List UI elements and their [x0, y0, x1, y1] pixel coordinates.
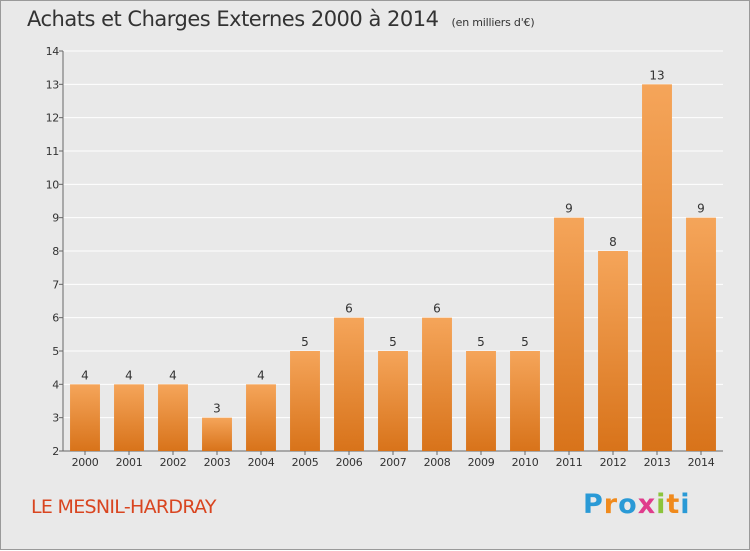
x-tick-label: 2011: [556, 456, 583, 469]
x-tick-label: 2008: [424, 456, 451, 469]
x-tick-label: 2012: [600, 456, 627, 469]
bar-value-label: 4: [257, 368, 265, 382]
y-tick-label: 5: [52, 345, 59, 358]
y-tick-label: 9: [52, 212, 59, 225]
x-tick-label: 2001: [116, 456, 143, 469]
bar: [686, 217, 716, 451]
x-tick-label: 2005: [292, 456, 319, 469]
bars: [70, 84, 716, 451]
chart-subtitle: (en milliers d'€): [451, 16, 535, 29]
bar: [378, 351, 408, 451]
y-tick-label: 8: [52, 245, 59, 258]
bar-value-label: 5: [521, 335, 529, 349]
proxiti-logo: Proxiti: [583, 489, 691, 520]
y-tick-label: 10: [46, 178, 60, 191]
bar: [246, 384, 276, 451]
y-tick-label: 14: [46, 45, 60, 58]
bar: [422, 317, 452, 451]
x-tick-label: 2002: [160, 456, 187, 469]
x-tick-label: 2009: [468, 456, 495, 469]
bar-value-label: 3: [213, 402, 221, 416]
commune-name: LE MESNIL-HARDRAY: [31, 496, 216, 518]
bar-value-label: 4: [81, 368, 89, 382]
bar-value-label: 5: [301, 335, 309, 349]
x-tick-label: 2010: [512, 456, 539, 469]
axes: 2 3 4 5 6 7 8 9 10 11 12 13 14 2000 2001 2002 2003 2004 20…: [46, 45, 723, 469]
x-tick-label: 2006: [336, 456, 363, 469]
y-tick-label: 2: [52, 445, 59, 458]
bar-value-label: 13: [649, 68, 664, 82]
logo-letter: o: [618, 489, 638, 520]
chart-title: Achats et Charges Externes 2000 à 2014: [27, 7, 439, 31]
logo-letter: x: [637, 489, 657, 520]
bar: [598, 251, 628, 451]
x-tick-label: 2003: [204, 456, 231, 469]
chart-header: Achats et Charges Externes 2000 à 2014 (…: [27, 7, 535, 31]
bar: [114, 384, 144, 451]
bar-value-label: 9: [565, 202, 573, 216]
bar-value-label: 8: [609, 235, 617, 249]
y-tick-label: 3: [52, 412, 59, 425]
bar-value-label: 5: [389, 335, 397, 349]
bar: [510, 351, 540, 451]
logo-letter: P: [583, 489, 604, 520]
bar: [70, 384, 100, 451]
logo-letter: i: [680, 489, 691, 520]
bar: [642, 84, 672, 451]
x-tick-label: 2004: [248, 456, 275, 469]
bar: [554, 217, 584, 451]
x-tick-label: 2000: [72, 456, 99, 469]
bar-value-label: 5: [477, 335, 485, 349]
labels: 4 4 4 3 4 5 6 5 6 5 5 9 8 13 9: [81, 68, 705, 415]
x-tick-label: 2013: [644, 456, 671, 469]
bar-value-label: 4: [125, 368, 133, 382]
x-tick-label: 2007: [380, 456, 407, 469]
logo-letter: r: [603, 489, 619, 520]
y-tick-label: 4: [52, 378, 59, 391]
bar-value-label: 6: [433, 302, 441, 316]
y-tick-label: 7: [52, 278, 59, 291]
bar-value-label: 4: [169, 368, 177, 382]
x-tick-label: 2014: [688, 456, 715, 469]
logo-letter: i: [656, 489, 667, 520]
logo-letter: t: [666, 489, 681, 520]
y-tick-label: 11: [46, 145, 59, 158]
bar: [466, 351, 496, 451]
bar: [334, 317, 364, 451]
bar: [290, 351, 320, 451]
bar-value-label: 6: [345, 302, 353, 316]
bar-value-label: 9: [697, 202, 705, 216]
bar: [202, 417, 232, 451]
y-tick-label: 12: [46, 112, 59, 125]
y-tick-label: 6: [52, 312, 59, 325]
y-tick-label: 13: [46, 78, 60, 91]
bar: [158, 384, 188, 451]
